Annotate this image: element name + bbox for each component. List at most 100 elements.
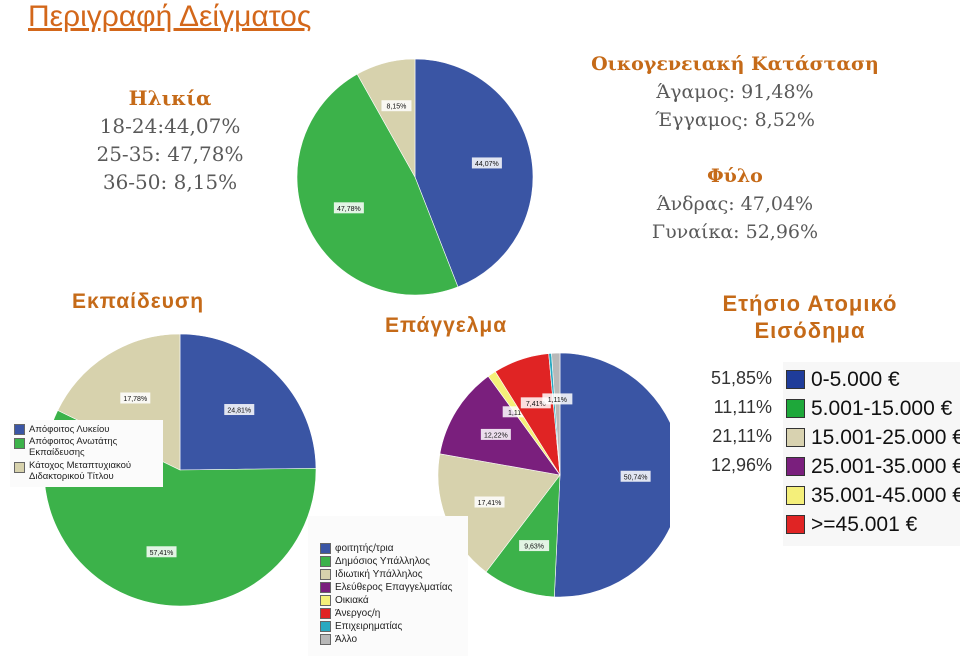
legend-label: Ιδιωτική Υπάλληλος — [335, 569, 423, 580]
legend-swatch — [14, 424, 25, 435]
education-heading: Εκπαίδευση — [72, 290, 205, 313]
legend-item: Ελεύθερος Επαγγελματίας — [320, 581, 468, 594]
legend-swatch — [786, 399, 805, 418]
family-status-line: Έγγαμος: 8,52% — [655, 109, 815, 131]
legend-item: Δημόσιος Υπάλληλος — [320, 555, 468, 568]
legend-swatch — [320, 608, 331, 619]
income-percentage: 21,11% — [712, 426, 772, 446]
occupation-data-label: 1,11% — [548, 397, 567, 404]
education-data-label: 17,78% — [123, 396, 147, 403]
legend-swatch — [786, 428, 805, 447]
occupation-slice — [439, 375, 561, 476]
legend-item: Απόφοιτος Λυκείου — [14, 423, 159, 436]
legend-label: φοιτητής/τρια — [335, 543, 394, 554]
gender-block: Φύλο Άνδρας: 47,04% Γυναίκα: 52,96% — [560, 162, 910, 246]
gender-heading: Φύλο — [707, 165, 763, 187]
legend-swatch — [14, 462, 25, 473]
gender-line: Άνδρας: 47,04% — [656, 193, 814, 215]
legend-item: Άλλο — [320, 633, 468, 646]
family-status-line: Άγαμος: 91,48% — [656, 81, 814, 103]
age-label-bg — [381, 100, 412, 112]
age-line: 36-50: 8,15% — [102, 170, 238, 194]
occupation-label-bg — [502, 406, 533, 418]
occupation-legend: φοιτητής/τρια Δημόσιος Υπάλληλος Ιδιωτικ… — [308, 516, 468, 656]
legend-item: φοιτητής/τρια — [320, 542, 468, 555]
income-percentage: 12,96% — [710, 455, 772, 475]
legend-label: Ελεύθερος Επαγγελματίας — [335, 582, 453, 593]
legend-label: 35.001-45.000 € — [811, 483, 960, 507]
legend-label: 0-5.000 € — [811, 367, 900, 391]
education-label-bg — [120, 392, 151, 404]
occupation-label-bg — [620, 470, 651, 482]
legend-swatch — [786, 515, 805, 534]
income-percentage: 11,11% — [713, 397, 772, 417]
legend-label: Άνεργος/η — [335, 608, 381, 619]
occupation-slice — [485, 474, 561, 598]
income-heading-line: Ετήσιο Ατομικό — [722, 291, 898, 316]
occupation-label-bg — [520, 397, 551, 409]
legend-item: Οικιακά — [320, 594, 468, 607]
occupation-heading: Επάγγελμα — [385, 314, 508, 337]
age-slice — [296, 73, 459, 296]
legend-item: 0-5.000 € — [786, 365, 960, 394]
legend-label: 5.001-15.000 € — [811, 396, 953, 420]
occupation-data-label: 50,74% — [624, 474, 648, 481]
legend-item: Επιχειρηματίας — [320, 620, 468, 633]
occupation-data-label: 17,41% — [478, 500, 502, 507]
occupation-data-label: 1,11% — [508, 410, 527, 417]
family-status-heading: Οικογενειακή Κατάσταση — [591, 53, 879, 75]
education-slice — [179, 333, 317, 471]
occupation-label-bg — [542, 393, 573, 405]
age-data-label: 8,15% — [387, 104, 407, 111]
legend-swatch — [320, 582, 331, 593]
legend-label: >=45.001 € — [811, 512, 918, 536]
occupation-data-label: 9,63% — [524, 544, 544, 551]
age-line: 25-35: 47,78% — [96, 142, 244, 166]
legend-label: Κάτοχος Μεταπτυχιακού Διδακτορικού Τίτλο… — [29, 460, 132, 482]
legend-label: Απόφοιτος Λυκείου — [29, 424, 110, 435]
legend-swatch — [320, 569, 331, 580]
income-heading: Ετήσιο Ατομικό Εισόδημα — [660, 290, 960, 344]
legend-label: 25.001-35.000 € — [811, 454, 960, 478]
page-title: Περιγραφή Δείγματος — [28, 0, 312, 33]
legend-label: 15.001-25.000 € — [811, 425, 960, 449]
legend-label: Επιχειρηματίας — [335, 621, 403, 632]
legend-item: Άνεργος/η — [320, 607, 468, 620]
age-data-label: 47,78% — [337, 206, 361, 213]
gender-line: Γυναίκα: 52,96% — [651, 221, 819, 243]
legend-item: >=45.001 € — [786, 510, 960, 539]
occupation-label-bg — [480, 428, 511, 440]
education-legend: Απόφοιτος Λυκείου Απόφοιτος Ανωτάτης Εκπ… — [10, 420, 163, 487]
legend-swatch — [320, 543, 331, 554]
income-percentages: 51,85% 11,11% 21,11% 12,96% — [680, 364, 772, 480]
income-percentage: 51,85% — [710, 368, 772, 388]
income-legend: 0-5.000 € 5.001-15.000 € 15.001-25.000 €… — [783, 362, 960, 546]
income-heading-line: Εισόδημα — [754, 318, 866, 343]
legend-swatch — [320, 634, 331, 645]
legend-item: Κάτοχος Μεταπτυχιακού Διδακτορικού Τίτλο… — [14, 460, 159, 484]
occupation-data-label: 7,41% — [526, 401, 546, 408]
occupation-pie-chart: 50,74%9,63%17,41%12,22%1,11%7,41%1,11% — [437, 352, 670, 598]
legend-item: 25.001-35.000 € — [786, 452, 960, 481]
age-slice — [356, 58, 416, 179]
age-block: Ηλικία 18-24:44,07% 25-35: 47,78% 36-50:… — [60, 84, 280, 196]
occupation-slice — [554, 352, 670, 598]
age-heading: Ηλικία — [128, 86, 212, 110]
legend-swatch — [320, 621, 331, 632]
legend-label: Δημόσιος Υπάλληλος — [335, 556, 430, 567]
occupation-label-bg — [519, 540, 550, 552]
legend-label: Απόφοιτος Ανωτάτης Εκπαίδευσης — [29, 436, 118, 458]
occupation-slice — [551, 352, 561, 476]
education-data-label: 24,81% — [227, 408, 251, 415]
legend-label: Οικιακά — [335, 595, 369, 606]
age-line: 18-24:44,07% — [99, 114, 241, 138]
age-data-label: 44,07% — [475, 161, 499, 168]
legend-item: Ιδιωτική Υπάλληλος — [320, 568, 468, 581]
legend-item: Απόφοιτος Ανωτάτης Εκπαίδευσης — [14, 436, 159, 460]
education-label-bg — [146, 546, 177, 558]
legend-swatch — [14, 438, 25, 449]
family-status-block: Οικογενειακή Κατάσταση Άγαμος: 91,48% Έγ… — [560, 50, 910, 134]
legend-swatch — [786, 457, 805, 476]
legend-item: 15.001-25.000 € — [786, 423, 960, 452]
legend-swatch — [786, 370, 805, 389]
